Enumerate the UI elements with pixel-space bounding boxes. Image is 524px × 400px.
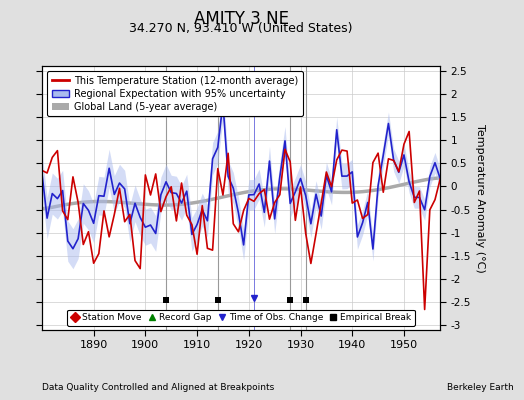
- Text: 34.270 N, 93.410 W (United States): 34.270 N, 93.410 W (United States): [129, 22, 353, 35]
- Y-axis label: Temperature Anomaly (°C): Temperature Anomaly (°C): [475, 124, 485, 272]
- Text: Data Quality Controlled and Aligned at Breakpoints: Data Quality Controlled and Aligned at B…: [42, 383, 274, 392]
- Text: Berkeley Earth: Berkeley Earth: [447, 383, 514, 392]
- Text: AMITY 3 NE: AMITY 3 NE: [193, 10, 289, 28]
- Legend: Station Move, Record Gap, Time of Obs. Change, Empirical Break: Station Move, Record Gap, Time of Obs. C…: [67, 310, 415, 326]
